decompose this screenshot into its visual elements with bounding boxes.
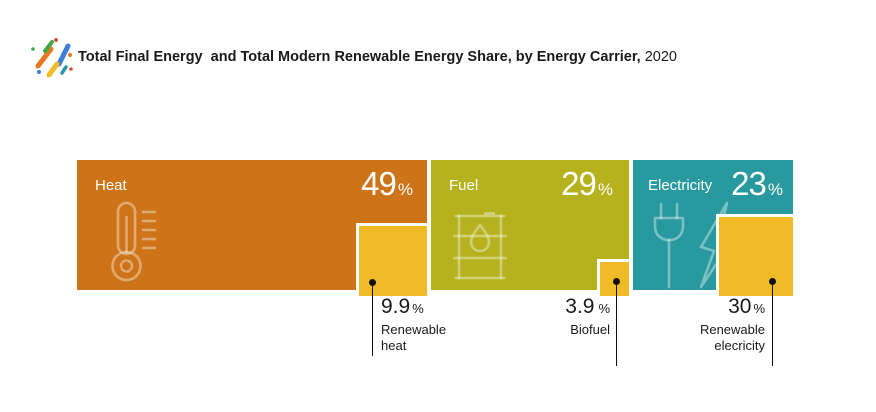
renewable-electricity-block	[716, 214, 793, 296]
thermometer-icon	[97, 200, 159, 284]
chart-title-year: 2020	[644, 49, 677, 65]
biofuel-callout-line	[616, 283, 617, 366]
renewable-heat-callout-dot	[369, 279, 376, 286]
chart-title: Total Final Energy and Total Modern Rene…	[78, 49, 677, 65]
electricity-label: Electricity	[648, 177, 713, 194]
renewable-electricity-value: 30%	[728, 295, 765, 318]
fuel-share-value: 29%	[561, 165, 613, 202]
biofuel-callout-dot	[613, 278, 620, 285]
oil-barrel-icon	[453, 212, 507, 282]
renewable-electricity-label-line1: Renewable	[699, 322, 765, 337]
plug-icon	[646, 202, 692, 290]
fuel-label: Fuel	[449, 177, 479, 194]
renewable-heat-label-line1: Renewable	[381, 322, 447, 337]
heat-label: Heat	[95, 177, 127, 194]
brand-logo-icon	[31, 38, 73, 78]
chart-title-main: Total Final Energy and Total Modern Rene…	[78, 49, 641, 65]
renewable-heat-callout: 9.9% Renewable heat	[381, 295, 446, 354]
renewable-heat-value: 9.9%	[381, 295, 424, 318]
biofuel-block	[597, 259, 629, 296]
renewable-electricity-callout: 30% Renewable elecricity	[700, 295, 765, 354]
biofuel-callout: 3.9% Biofuel	[565, 295, 610, 338]
renewable-heat-label-line2: heat	[381, 338, 407, 353]
biofuel-label-line1: Biofuel	[570, 322, 610, 337]
fuel-block: Fuel 29%	[431, 160, 629, 290]
renewable-electricity-callout-dot	[769, 278, 776, 285]
biofuel-value: 3.9%	[565, 295, 610, 318]
renewable-heat-block	[356, 223, 427, 296]
renewable-electricity-callout-line	[772, 283, 773, 366]
renewable-heat-callout-line	[372, 284, 373, 356]
electricity-share-value: 23%	[731, 165, 783, 202]
heat-share-value: 49%	[361, 165, 413, 202]
renewable-electricity-label-line2: elecricity	[714, 338, 765, 353]
